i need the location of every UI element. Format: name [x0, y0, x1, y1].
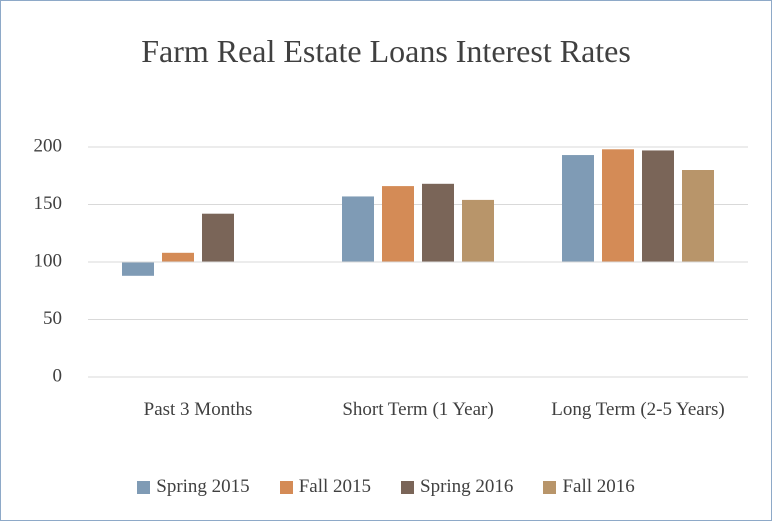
legend-item: Spring 2016	[401, 476, 513, 498]
y-tick-label: 50	[43, 308, 62, 329]
chart-title: Farm Real Estate Loans Interest Rates	[141, 33, 631, 69]
legend-label: Fall 2015	[298, 476, 371, 497]
bar	[562, 155, 594, 262]
y-tick-label: 150	[34, 193, 63, 214]
bar	[382, 186, 414, 262]
bar	[642, 150, 674, 262]
legend-item: Fall 2015	[279, 476, 371, 498]
legend-label: Spring 2015	[156, 476, 250, 497]
legend-label: Spring 2016	[420, 476, 514, 497]
legend-swatch	[279, 480, 293, 494]
x-tick-label: Long Term (2-5 Years)	[551, 399, 725, 420]
legend-swatch	[137, 480, 151, 494]
bar	[122, 262, 154, 276]
x-tick-label: Past 3 Months	[143, 399, 253, 420]
legend-item: Fall 2016	[543, 476, 635, 498]
bar	[202, 213, 234, 262]
bar	[602, 149, 634, 262]
x-tick-label: Short Term (1 Year)	[342, 399, 494, 420]
y-tick-label: 100	[34, 250, 63, 271]
y-tick-label: 200	[34, 135, 63, 156]
bar	[422, 183, 454, 262]
legend-swatch	[543, 480, 557, 494]
legend: Spring 2015 Fall 2015 Spring 2016 Fall 2016	[0, 476, 772, 498]
legend-swatch	[401, 480, 414, 494]
bar	[162, 252, 194, 262]
legend-label: Fall 2016	[562, 476, 635, 497]
bar	[682, 170, 714, 262]
legend-item: Spring 2015	[137, 476, 250, 498]
y-tick-label: 0	[53, 365, 63, 386]
bar	[342, 196, 374, 262]
bar	[462, 199, 494, 262]
